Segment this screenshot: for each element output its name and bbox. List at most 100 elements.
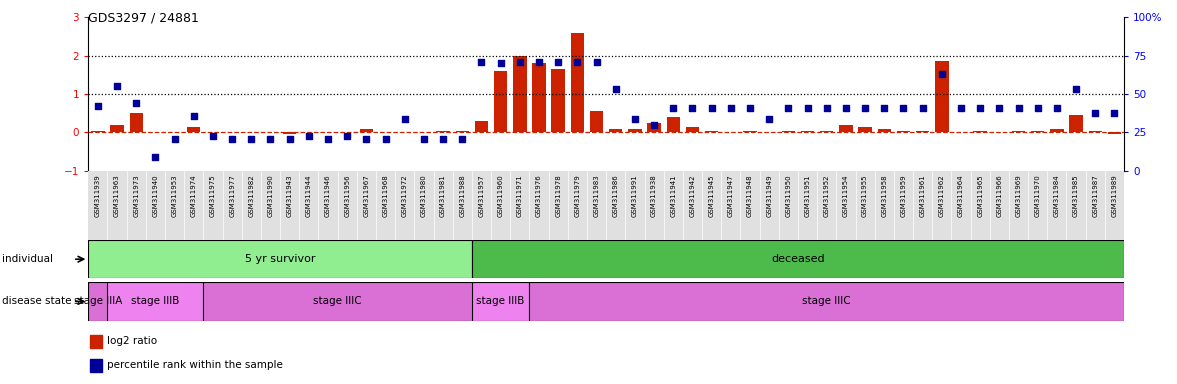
Bar: [474, 121, 488, 132]
Point: [338, 132, 357, 139]
Point: [299, 132, 318, 139]
Text: GSM311965: GSM311965: [977, 174, 983, 217]
Text: GSM311946: GSM311946: [325, 174, 331, 217]
Point: [1029, 105, 1048, 111]
Text: GSM311947: GSM311947: [727, 174, 733, 217]
Point: [1048, 105, 1066, 111]
Point: [204, 132, 222, 139]
Bar: [897, 131, 910, 132]
Text: GSM311990: GSM311990: [267, 174, 273, 217]
Text: GSM311957: GSM311957: [479, 174, 485, 217]
Text: GSM311970: GSM311970: [1035, 174, 1040, 217]
Bar: [571, 33, 584, 132]
Point: [856, 105, 875, 111]
Bar: [686, 127, 699, 132]
Bar: [472, 282, 530, 321]
Point: [798, 105, 817, 111]
Text: 5 yr survivor: 5 yr survivor: [245, 254, 315, 264]
Bar: [107, 282, 204, 321]
Text: GSM311945: GSM311945: [709, 174, 714, 217]
Point: [357, 136, 375, 142]
Point: [971, 105, 990, 111]
Bar: [973, 131, 986, 132]
Bar: [839, 125, 852, 132]
Bar: [609, 129, 623, 132]
Text: disease state: disease state: [2, 296, 72, 306]
Point: [88, 103, 107, 109]
Point: [1105, 109, 1124, 116]
Text: individual: individual: [2, 254, 53, 264]
Bar: [187, 127, 200, 132]
Bar: [782, 131, 796, 132]
Text: GSM311988: GSM311988: [459, 174, 465, 217]
Point: [1009, 105, 1028, 111]
Bar: [1108, 132, 1122, 134]
Point: [146, 154, 165, 160]
Text: GSM311938: GSM311938: [651, 174, 657, 217]
Point: [548, 59, 567, 65]
Text: GSM311961: GSM311961: [919, 174, 925, 217]
Point: [395, 116, 414, 122]
Bar: [820, 131, 833, 132]
Text: GSM311978: GSM311978: [556, 174, 561, 217]
Text: GSM311966: GSM311966: [997, 174, 1003, 217]
Bar: [437, 131, 450, 132]
Text: stage IIIC: stage IIIC: [313, 296, 363, 306]
Text: GSM311987: GSM311987: [1092, 174, 1098, 217]
Text: GSM311942: GSM311942: [690, 174, 696, 217]
Point: [740, 105, 759, 111]
Point: [319, 136, 338, 142]
Point: [433, 136, 452, 142]
Text: GSM311948: GSM311948: [747, 174, 753, 217]
Text: percentile rank within the sample: percentile rank within the sample: [107, 360, 282, 370]
Point: [779, 105, 798, 111]
Point: [377, 136, 395, 142]
Point: [760, 116, 779, 122]
Text: GSM311991: GSM311991: [632, 174, 638, 217]
Point: [722, 105, 740, 111]
Bar: [858, 127, 872, 132]
Bar: [472, 240, 1124, 278]
Text: GSM311963: GSM311963: [114, 174, 120, 217]
Text: GSM311972: GSM311972: [401, 174, 407, 217]
Text: GSM311958: GSM311958: [882, 174, 887, 217]
Text: GSM311974: GSM311974: [191, 174, 197, 217]
Point: [453, 136, 472, 142]
Text: GSM311953: GSM311953: [172, 174, 178, 217]
Point: [837, 105, 856, 111]
Point: [645, 122, 664, 128]
Text: GSM311951: GSM311951: [805, 174, 811, 217]
Text: GSM311981: GSM311981: [440, 174, 446, 217]
Bar: [744, 131, 757, 132]
Point: [261, 136, 280, 142]
Text: GSM311959: GSM311959: [900, 174, 906, 217]
Bar: [129, 113, 142, 132]
Bar: [282, 132, 297, 134]
Point: [817, 105, 836, 111]
Bar: [513, 56, 526, 132]
Point: [1066, 86, 1085, 93]
Point: [511, 59, 530, 65]
Text: GSM311960: GSM311960: [498, 174, 504, 217]
Text: GSM311941: GSM311941: [670, 174, 677, 217]
Point: [107, 83, 126, 89]
Text: GSM311979: GSM311979: [574, 174, 580, 217]
Bar: [800, 131, 814, 132]
Bar: [91, 335, 102, 348]
Point: [990, 105, 1009, 111]
Bar: [530, 282, 1124, 321]
Text: deceased: deceased: [771, 254, 825, 264]
Point: [932, 71, 951, 77]
Bar: [916, 131, 930, 132]
Text: GSM311986: GSM311986: [613, 174, 619, 217]
Bar: [88, 240, 472, 278]
Point: [951, 105, 970, 111]
Bar: [666, 117, 680, 132]
Bar: [1050, 129, 1064, 132]
Point: [280, 136, 299, 142]
Bar: [204, 282, 472, 321]
Text: GSM311985: GSM311985: [1073, 174, 1079, 217]
Bar: [360, 129, 373, 132]
Text: GSM311949: GSM311949: [766, 174, 772, 217]
Bar: [629, 129, 641, 132]
